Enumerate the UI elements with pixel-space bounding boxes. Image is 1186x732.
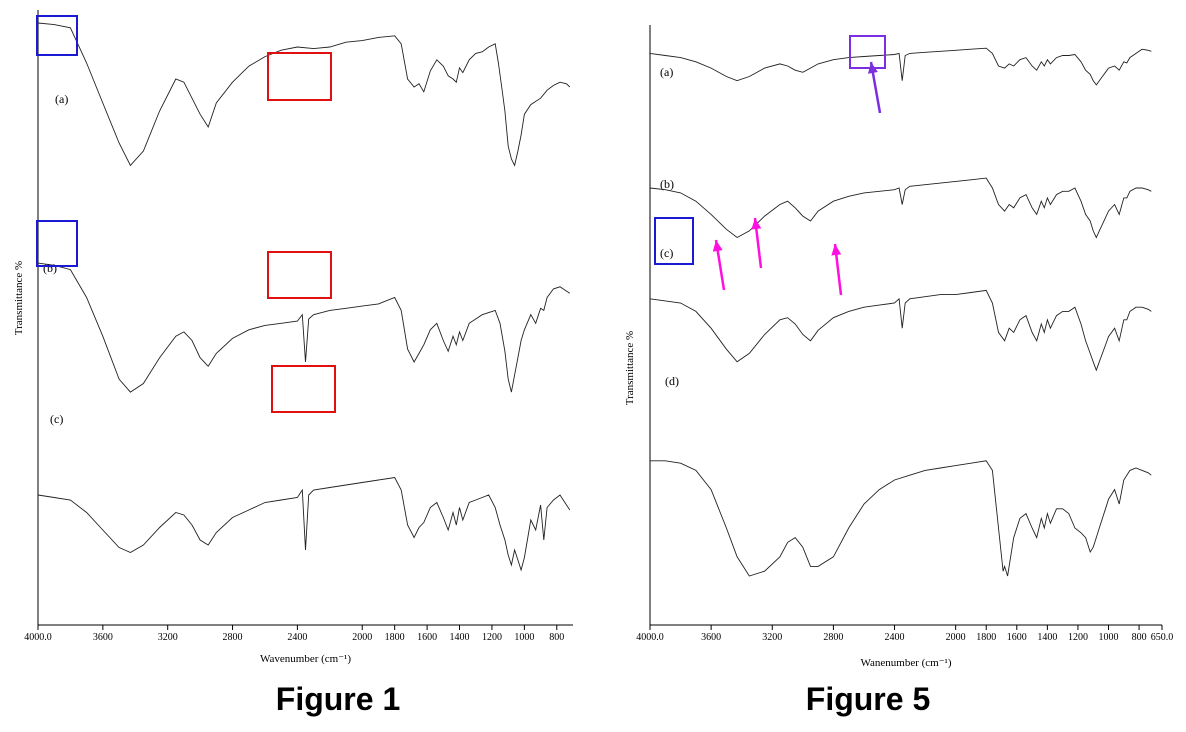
x-tick-label: 3200	[762, 632, 782, 643]
curve-label: (b)	[660, 177, 674, 191]
spectrum-line-b	[37, 262, 571, 393]
curve-label: (a)	[55, 92, 68, 106]
spectrum-line-a	[649, 47, 1152, 86]
x-tick-label: 2800	[223, 632, 243, 643]
curve-label: (b)	[43, 261, 57, 275]
x-tick-label: 3200	[158, 632, 178, 643]
x-tick-label: 800	[1132, 632, 1147, 643]
spectrum-line-c	[37, 477, 571, 572]
curve-label: (d)	[665, 374, 679, 388]
x-tick-label: 3600	[93, 632, 113, 643]
x-tick-label: 4000.0	[24, 632, 52, 643]
blue-highlight-box	[654, 217, 694, 265]
x-tick-label: 2000	[946, 632, 966, 643]
x-tick-label: 1000	[514, 632, 534, 643]
x-tick-label: 2000	[352, 632, 372, 643]
arrowhead	[712, 240, 723, 252]
x-tick-label: 1200	[1068, 632, 1088, 643]
arrowhead	[751, 218, 762, 230]
x-tick-label: 1200	[482, 632, 502, 643]
purple-highlight-box	[849, 35, 886, 69]
red-highlight-box	[271, 365, 336, 413]
x-tick-label: 1000	[1099, 632, 1119, 643]
x-tick-label: 1600	[417, 632, 437, 643]
x-axis-title: Wavenumber (cm⁻¹)	[260, 653, 351, 665]
spectrum-line-a	[37, 22, 571, 167]
spectrum-line-b	[649, 177, 1152, 239]
x-tick-label: 1800	[385, 632, 405, 643]
curve-label: (a)	[660, 65, 673, 79]
x-tick-label: 1400	[450, 632, 470, 643]
x-tick-label: 2400	[287, 632, 307, 643]
red-highlight-box	[267, 52, 332, 101]
x-axis-title: Wanenumber (cm⁻¹)	[861, 657, 952, 669]
red-highlight-box	[267, 251, 332, 299]
y-axis-title: Transmittance %	[13, 261, 25, 335]
x-tick-label: 1600	[1007, 632, 1027, 643]
x-tick-label: 1400	[1037, 632, 1057, 643]
x-tick-label: 800	[549, 632, 564, 643]
arrowhead	[867, 62, 878, 74]
x-tick-label: 2800	[823, 632, 843, 643]
curve-label: (c)	[660, 246, 673, 260]
arrowhead	[831, 244, 842, 256]
blue-highlight-box	[36, 15, 78, 56]
figure-caption: Figure 1	[276, 681, 400, 717]
x-tick-label: 4000.0	[636, 632, 664, 643]
y-axis-title: Transmittance %	[624, 331, 636, 405]
blue-highlight-box	[36, 220, 78, 267]
curve-label: (c)	[50, 412, 63, 426]
x-tick-label: 1800	[976, 632, 996, 643]
spectrum-line-c	[649, 289, 1152, 372]
x-tick-label: 3600	[701, 632, 721, 643]
spectrum-line-d	[650, 460, 1152, 577]
x-tick-label: 650.0	[1151, 632, 1174, 643]
x-tick-label: 2400	[885, 632, 905, 643]
figure-caption: Figure 5	[806, 681, 930, 717]
